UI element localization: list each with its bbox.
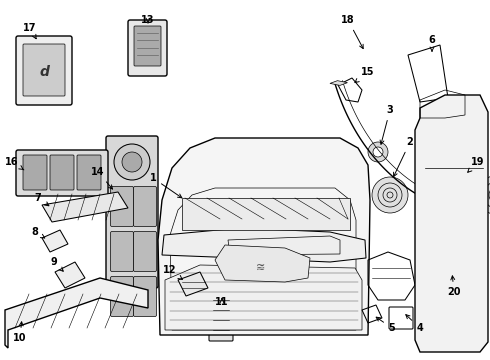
FancyBboxPatch shape [23, 44, 65, 96]
Text: d: d [39, 65, 49, 79]
Polygon shape [415, 95, 488, 352]
FancyBboxPatch shape [111, 186, 133, 226]
Polygon shape [42, 230, 68, 252]
FancyBboxPatch shape [111, 276, 133, 316]
Circle shape [114, 144, 150, 180]
Circle shape [372, 177, 408, 213]
FancyBboxPatch shape [133, 231, 156, 271]
Polygon shape [178, 272, 208, 296]
Polygon shape [165, 265, 362, 330]
Circle shape [373, 147, 383, 157]
FancyBboxPatch shape [128, 20, 167, 76]
Polygon shape [55, 262, 85, 288]
FancyBboxPatch shape [111, 231, 133, 271]
Text: 8: 8 [31, 227, 45, 238]
Text: 9: 9 [50, 257, 63, 271]
FancyBboxPatch shape [209, 289, 233, 341]
FancyBboxPatch shape [16, 150, 108, 196]
Text: 17: 17 [23, 23, 37, 39]
Text: 16: 16 [5, 157, 24, 170]
FancyBboxPatch shape [23, 155, 47, 190]
Polygon shape [448, 162, 472, 192]
Text: 7: 7 [35, 193, 49, 206]
Circle shape [368, 142, 388, 162]
Text: 18: 18 [341, 15, 363, 49]
Text: 10: 10 [13, 322, 27, 343]
Text: ≋: ≋ [255, 263, 265, 273]
Text: 6: 6 [429, 35, 436, 51]
Polygon shape [162, 228, 366, 262]
FancyBboxPatch shape [77, 155, 101, 190]
Circle shape [478, 175, 490, 215]
Text: 15: 15 [355, 67, 375, 82]
FancyBboxPatch shape [133, 276, 156, 316]
FancyBboxPatch shape [16, 36, 72, 105]
Text: 12: 12 [163, 265, 182, 279]
Text: 5: 5 [376, 317, 395, 333]
Polygon shape [5, 278, 148, 348]
Text: 3: 3 [380, 105, 393, 144]
FancyBboxPatch shape [106, 136, 158, 288]
Text: 4: 4 [406, 315, 423, 333]
Polygon shape [158, 138, 370, 335]
Text: 20: 20 [447, 276, 461, 297]
FancyBboxPatch shape [50, 155, 74, 190]
FancyBboxPatch shape [133, 186, 156, 226]
Text: 1: 1 [149, 173, 182, 198]
Circle shape [122, 152, 142, 172]
Polygon shape [182, 198, 350, 230]
Text: 13: 13 [141, 15, 155, 25]
Polygon shape [215, 245, 310, 282]
Polygon shape [330, 81, 347, 85]
Polygon shape [42, 192, 128, 222]
Text: 14: 14 [91, 167, 113, 189]
Text: 11: 11 [215, 297, 229, 307]
Text: 19: 19 [468, 157, 485, 172]
FancyBboxPatch shape [134, 26, 161, 66]
Text: 2: 2 [393, 137, 414, 176]
